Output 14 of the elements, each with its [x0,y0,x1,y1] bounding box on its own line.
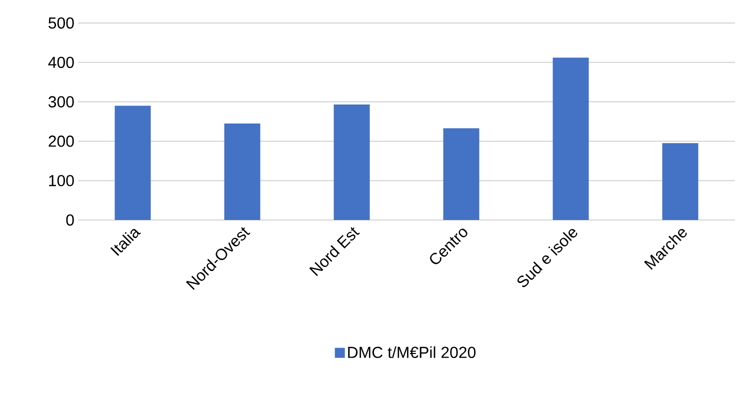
y-tick-label: 300 [48,96,74,108]
bar [662,143,698,220]
x-tick-label: Italia [110,229,141,256]
y-tick-label: 400 [48,56,74,68]
bar [552,58,589,220]
y-tick-label: 100 [49,174,74,186]
bar [443,128,480,220]
bar [114,106,151,220]
y-tick-label: 500 [48,17,74,29]
bar [224,123,260,220]
legend-label: DMC t/M€Pil 2020 [348,346,476,358]
y-tick-label: 0 [66,214,74,226]
bar [334,104,370,220]
y-tick-label: 200 [48,136,74,147]
